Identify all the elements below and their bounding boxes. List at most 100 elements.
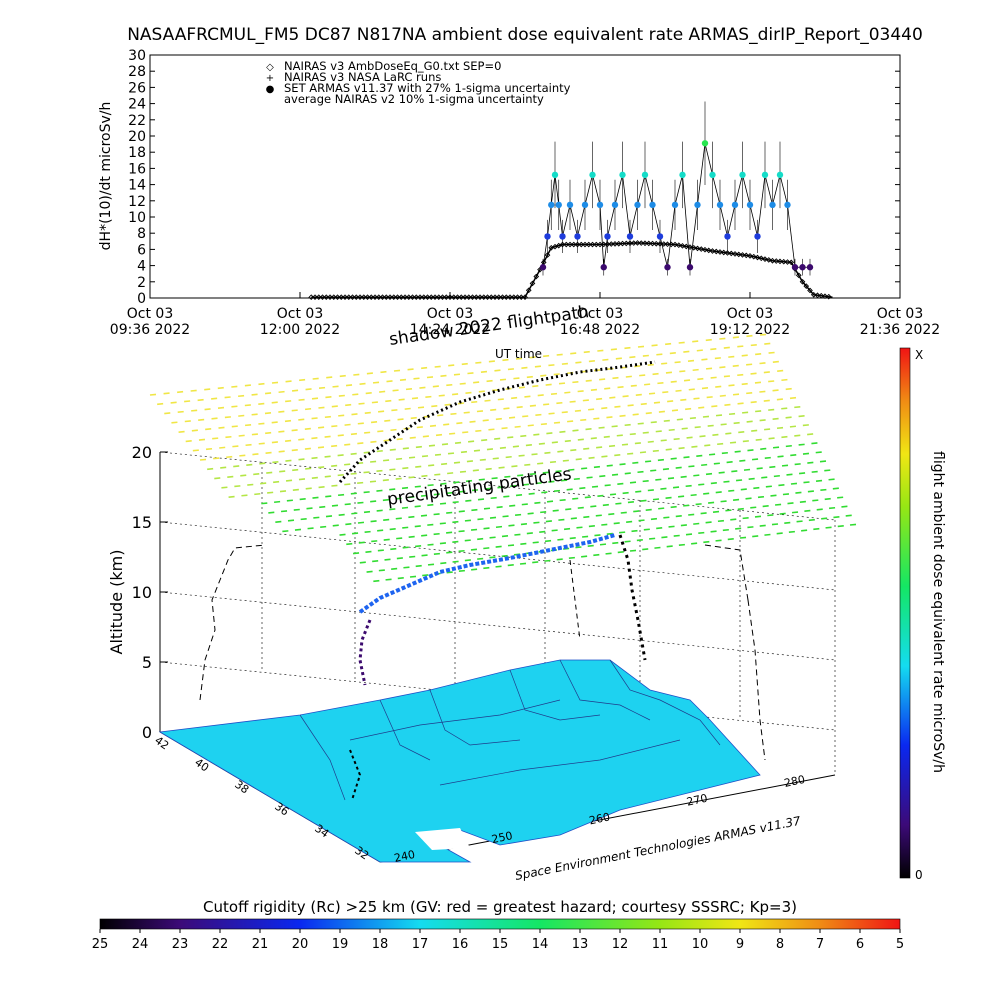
particle-mark: [409, 436, 416, 439]
rigidity-tick-label: 8: [776, 937, 784, 952]
rigidity-tick-label: 5: [896, 937, 904, 952]
particle-mark: [696, 454, 703, 457]
particle-mark: [781, 378, 788, 382]
particle-mark: [339, 533, 346, 536]
particle-mark: [490, 408, 497, 411]
particle-mark: [808, 518, 815, 522]
particle-mark: [350, 432, 358, 436]
altitude-tick-label: 10: [132, 583, 152, 602]
particle-mark: [657, 458, 664, 462]
altitude-axis-label: Altitude (km): [107, 550, 126, 655]
particle-mark: [414, 525, 421, 528]
particle-mark: [258, 382, 265, 386]
armas-point: [634, 201, 641, 209]
particle-mark: [632, 461, 639, 464]
flightpath-label: shadow 2022 flightpath: [388, 302, 590, 350]
particle-mark: [729, 441, 737, 444]
particle-mark: [705, 367, 713, 370]
particle-mark: [402, 526, 409, 529]
particle-mark: [251, 393, 258, 396]
legend-entry: average NAIRAS v2 10% 1-sigma uncertaint…: [284, 92, 544, 106]
particle-mark: [540, 374, 547, 377]
plot-frame: [149, 54, 901, 299]
particle-mark: [675, 515, 682, 518]
particle-mark: [508, 416, 516, 419]
nairas-point: [762, 256, 768, 262]
particle-mark: [311, 437, 318, 440]
particle-mark: [534, 501, 541, 505]
particle-mark: [654, 546, 661, 549]
particle-mark: [311, 397, 319, 400]
particle-mark: [382, 479, 389, 482]
particle-mark: [556, 353, 563, 356]
particle-mark: [408, 476, 415, 479]
particle-mark: [577, 390, 584, 393]
particle-mark: [419, 386, 426, 389]
rigidity-tick-label: 23: [172, 937, 189, 952]
particle-mark: [446, 551, 453, 554]
particle-mark: [218, 426, 225, 429]
armas-point: [731, 201, 739, 209]
particle-mark: [563, 527, 571, 531]
particle-mark: [383, 538, 390, 541]
particle-mark: [668, 525, 675, 528]
particle-mark: [660, 487, 667, 490]
flightpath-descent: [618, 534, 647, 661]
particle-mark: [339, 374, 346, 378]
particle-mark: [244, 423, 252, 427]
particle-mark: [291, 429, 298, 432]
nairas-point: [477, 294, 483, 301]
particle-mark: [470, 528, 478, 531]
particle-mark: [491, 477, 498, 480]
chart-title: NASAAFRCMUL_FM5 DC87 N817NA ambient dose…: [127, 25, 923, 45]
nairas-point: [642, 240, 648, 247]
particle-mark: [597, 494, 604, 497]
particle-mark: [225, 435, 232, 439]
particle-mark: [799, 500, 806, 503]
particle-mark: [737, 402, 744, 405]
particle-mark: [465, 391, 472, 394]
particle-mark: [713, 462, 720, 465]
particle-mark: [759, 524, 766, 527]
particle-mark: [415, 545, 422, 548]
particle-mark: [228, 495, 235, 498]
particle-mark: [629, 356, 636, 359]
particle-mark: [365, 550, 372, 553]
particle-mark: [794, 405, 801, 409]
particle-mark: [828, 478, 835, 481]
particle-mark: [586, 476, 593, 479]
particle-mark: [812, 499, 819, 502]
particle-mark: [701, 463, 708, 467]
particle-mark: [238, 434, 245, 437]
nairas-point: [409, 294, 416, 301]
particle-mark: [708, 501, 715, 504]
rigidity-tick-label: 14: [532, 937, 549, 952]
y-tick-label: 28: [128, 64, 146, 80]
particle-mark: [522, 483, 530, 486]
particle-mark: [778, 484, 785, 487]
particle-mark: [772, 417, 779, 420]
particle-mark: [494, 437, 501, 440]
particle-mark: [764, 456, 771, 460]
legend: ◇ NAIRAS v3 AmbDoseEq_G0.txt SEP=0 + NAIRAS…: [266, 59, 571, 106]
nairas-point: [585, 241, 592, 248]
nairas-point: [720, 249, 727, 256]
particle-mark: [632, 413, 639, 416]
particle-mark: [533, 521, 540, 524]
particle-mark: [298, 478, 306, 481]
nairas-point: [578, 241, 585, 248]
particle-mark: [815, 479, 823, 482]
particle-mark: [802, 452, 810, 455]
particle-mark: [279, 470, 286, 473]
particle-mark: [582, 399, 589, 402]
particle-mark: [657, 381, 664, 385]
nairas-point: [728, 250, 735, 257]
particle-mark: [291, 409, 298, 412]
nairas-point: [743, 252, 750, 259]
particle-mark: [587, 544, 594, 547]
particle-mark: [811, 442, 818, 445]
particle-mark: [376, 509, 383, 512]
particle-mark: [351, 413, 358, 416]
particle-mark: [446, 491, 453, 495]
particle-mark: [739, 536, 747, 539]
